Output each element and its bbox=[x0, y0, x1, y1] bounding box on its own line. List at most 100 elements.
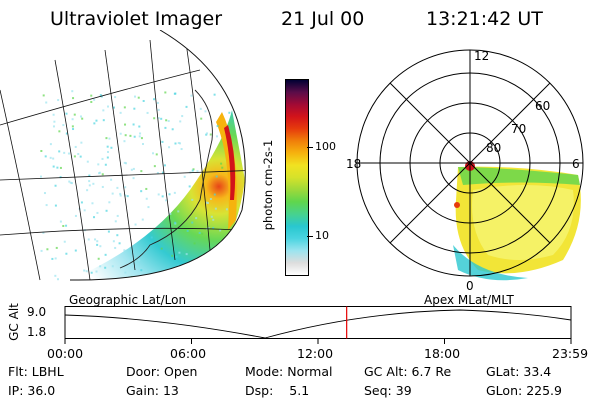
speckle-dot bbox=[195, 217, 198, 220]
speckle-dot bbox=[137, 96, 140, 99]
speckle-dot bbox=[140, 137, 143, 140]
time-label: 13:21:42 UT bbox=[426, 8, 543, 30]
colorbar-tick-100 bbox=[307, 147, 313, 148]
timeline-ymax: 9.0 bbox=[27, 305, 47, 319]
speckle-dot bbox=[59, 220, 62, 223]
speckle-dot bbox=[213, 193, 216, 196]
speckle-dot bbox=[142, 99, 145, 102]
speckle-dot bbox=[58, 130, 61, 133]
speckle-dot bbox=[105, 209, 108, 212]
speckle-dot bbox=[145, 187, 148, 190]
timeline-left-label: Geographic Lat/Lon bbox=[69, 293, 187, 307]
speckle-dot bbox=[165, 119, 168, 122]
speckle-dot bbox=[110, 178, 113, 181]
speckle-dot bbox=[40, 149, 43, 152]
speckle-dot bbox=[215, 175, 218, 178]
tick-label-1800: 18:00 bbox=[424, 346, 461, 361]
speckle-dot bbox=[87, 238, 90, 241]
polar-aurora-edge bbox=[458, 167, 580, 185]
speckle-dot bbox=[164, 126, 167, 129]
speckle-dot bbox=[88, 180, 91, 183]
colorbar-label-100: 100 bbox=[315, 140, 336, 153]
speckle-dot bbox=[188, 265, 191, 268]
speckle-dot bbox=[134, 95, 137, 98]
speckle-dot bbox=[101, 185, 104, 188]
speckle-dot bbox=[123, 161, 126, 164]
speckle-dot bbox=[107, 230, 110, 233]
speckle-dot bbox=[93, 216, 96, 219]
speckle-dot bbox=[197, 277, 200, 280]
colorbar-units-text: photon cm-2s-1 bbox=[261, 139, 275, 231]
colorbar-tick-10 bbox=[307, 236, 313, 237]
tick-label-2359: 23:59 bbox=[552, 346, 589, 361]
speckle-dot bbox=[96, 211, 99, 214]
speckle-dot bbox=[165, 199, 168, 202]
speckle-dot bbox=[153, 117, 156, 120]
speckle-dot bbox=[221, 166, 224, 169]
dsp-value: 5.1 bbox=[289, 383, 310, 398]
speckle-dot bbox=[119, 194, 122, 197]
speckle-dot bbox=[51, 257, 54, 260]
speckle-dot bbox=[88, 174, 91, 177]
speckle-dot bbox=[139, 132, 142, 135]
speckle-dot bbox=[57, 99, 60, 102]
speckle-dot bbox=[123, 106, 126, 109]
speckle-dot bbox=[146, 244, 149, 247]
info-mode: Mode: Normal bbox=[245, 364, 333, 379]
mlat-label-80: 80 bbox=[486, 141, 501, 155]
speckle-dot bbox=[59, 176, 62, 179]
speckle-dot bbox=[132, 123, 135, 126]
info-glat: GLat: 33.4 bbox=[486, 364, 552, 379]
speckle-dot bbox=[225, 244, 228, 247]
speckle-dot bbox=[211, 273, 214, 276]
timeline-ticks bbox=[64, 338, 572, 344]
speckle-dot bbox=[174, 142, 177, 145]
speckle-dot bbox=[160, 117, 163, 120]
speckle-dot bbox=[123, 140, 126, 143]
polar-dot bbox=[454, 202, 460, 208]
speckle-dot bbox=[140, 170, 143, 173]
speckle-dot bbox=[81, 117, 84, 120]
speckle-dot bbox=[216, 125, 219, 128]
speckle-dot bbox=[156, 171, 159, 174]
altitude-timeline bbox=[64, 306, 572, 344]
info-gcalt: GC Alt: 6.7 Re bbox=[364, 364, 452, 379]
speckle-dot bbox=[188, 185, 191, 188]
speckle-dot bbox=[110, 146, 113, 149]
speckle-dot bbox=[52, 157, 55, 160]
speckle-dot bbox=[156, 101, 159, 104]
speckle-dot bbox=[99, 265, 102, 268]
colorbar-label-10: 10 bbox=[315, 229, 329, 242]
speckle-dot bbox=[119, 132, 122, 135]
geographic-map bbox=[0, 30, 246, 281]
speckle-dot bbox=[161, 140, 164, 143]
speckle-dot bbox=[219, 229, 222, 232]
speckle-dot bbox=[74, 214, 77, 217]
speckle-dot bbox=[118, 242, 121, 245]
speckle-dot bbox=[54, 257, 57, 260]
instrument-title: Ultraviolet Imager bbox=[50, 8, 223, 30]
speckle-dot bbox=[101, 157, 104, 160]
speckle-dot bbox=[106, 145, 109, 148]
speckle-dot bbox=[192, 168, 195, 171]
speckle-dot bbox=[171, 128, 174, 131]
speckle-dot bbox=[207, 227, 210, 230]
speckle-dot bbox=[43, 192, 46, 195]
coastline bbox=[119, 89, 213, 269]
speckle-dot bbox=[80, 141, 83, 144]
speckle-dot bbox=[67, 152, 70, 155]
speckle-dot bbox=[119, 192, 122, 195]
speckle-dot bbox=[216, 253, 219, 256]
seq-value: 39 bbox=[395, 383, 412, 398]
speckle-dot bbox=[65, 252, 68, 255]
speckle-dot bbox=[107, 150, 110, 153]
colorbar-fill bbox=[286, 80, 308, 275]
speckle-dot bbox=[228, 111, 231, 114]
speckle-dot bbox=[175, 255, 178, 258]
glat-value: 33.4 bbox=[523, 364, 552, 379]
speckle-dot bbox=[72, 128, 75, 131]
speckle-dot bbox=[63, 240, 66, 243]
speckle-dot bbox=[83, 269, 86, 272]
speckle-dot bbox=[193, 242, 196, 245]
ip-value: 36.0 bbox=[27, 383, 56, 398]
